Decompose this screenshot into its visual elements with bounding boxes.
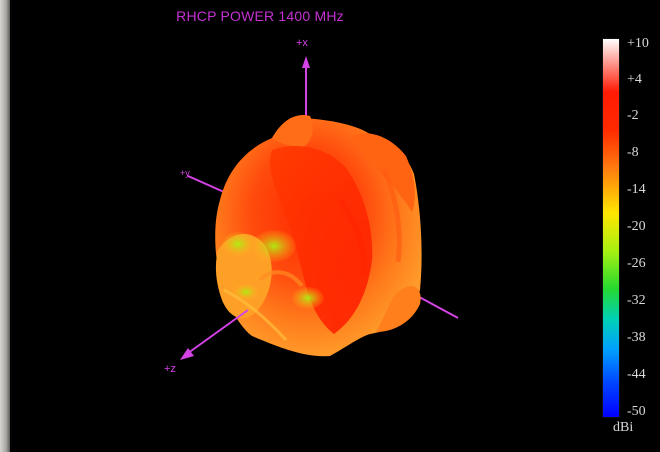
scale-tick-label: +10	[627, 36, 649, 51]
x-axis-label: +x	[296, 37, 308, 49]
y-axis-label: +y	[180, 168, 190, 178]
scale-tick-label: -8	[627, 145, 639, 160]
scale-tick-label: -20	[627, 219, 646, 234]
color-scale-bar	[602, 38, 620, 418]
scale-unit-label: dBi	[613, 420, 634, 435]
radiation-pattern-render[interactable]	[10, 0, 660, 452]
scale-tick-label: -50	[627, 404, 646, 419]
scale-tick-label: -32	[627, 293, 646, 308]
window-left-border	[0, 0, 10, 452]
scale-tick-label: -26	[627, 256, 646, 271]
3d-view[interactable]: RHCP POWER 1400 MHz	[10, 0, 660, 452]
scale-tick-label: -2	[627, 108, 639, 123]
z-axis-arrow	[180, 348, 194, 360]
z-axis-line	[183, 309, 249, 357]
x-axis-arrow	[302, 56, 310, 68]
z-axis-label: +z	[164, 363, 176, 375]
scale-tick-label: -38	[627, 330, 646, 345]
antenna-pattern-surface	[215, 114, 422, 357]
scale-tick-label: -44	[627, 367, 646, 382]
scale-tick-label: +4	[627, 72, 642, 87]
view-title: RHCP POWER 1400 MHz	[176, 8, 344, 24]
scale-tick-label: -14	[627, 182, 646, 197]
